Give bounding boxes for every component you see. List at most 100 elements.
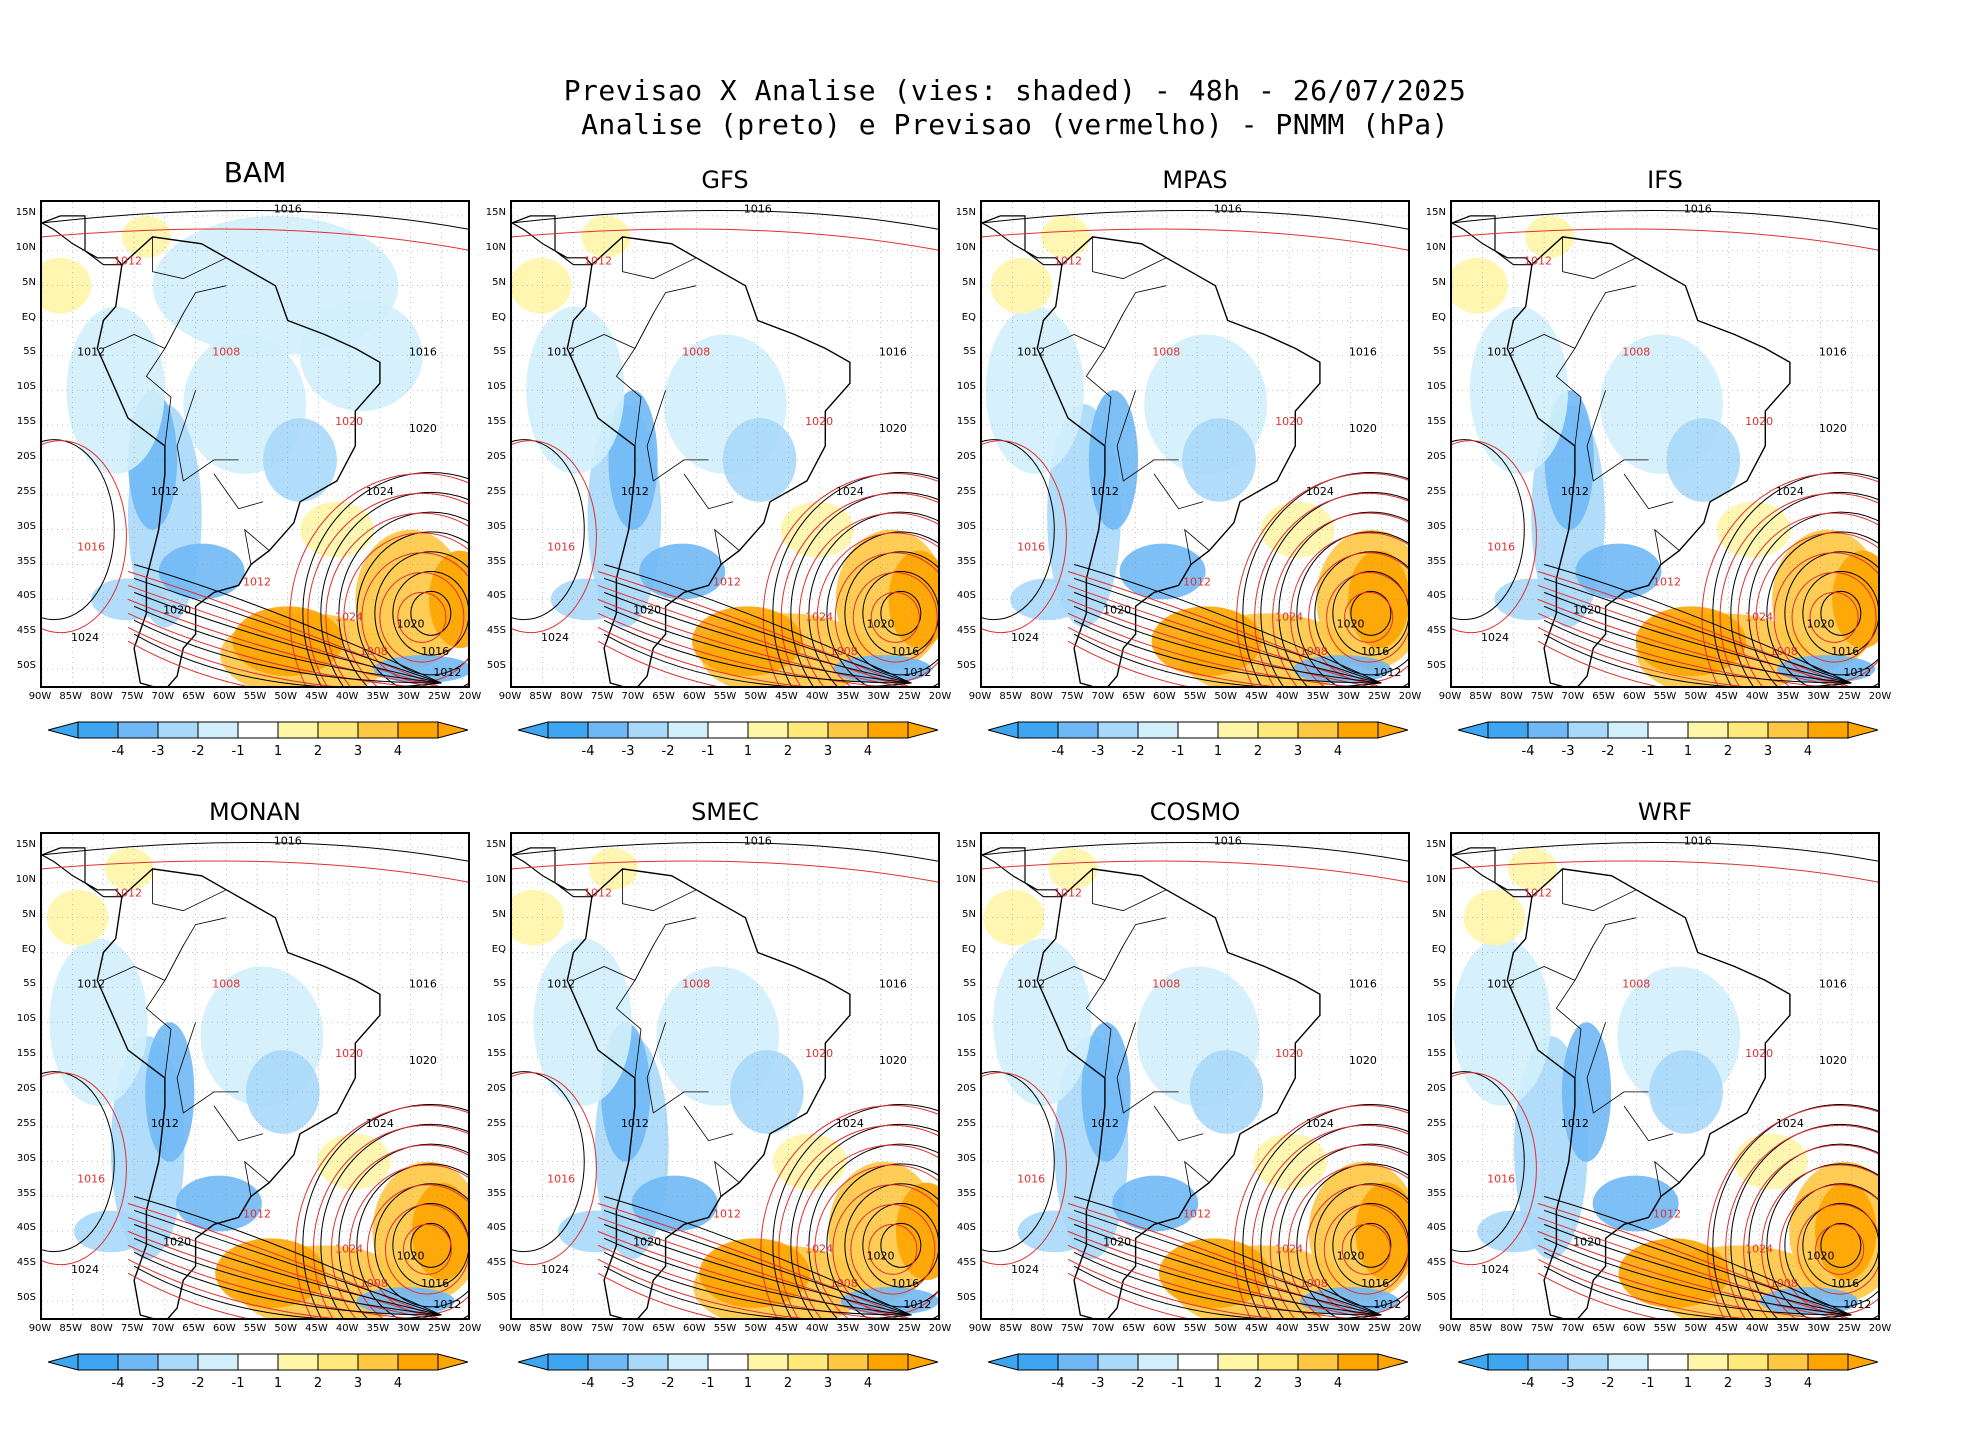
colorbar-tick-label: -2	[1601, 1376, 1615, 1391]
lon-tick-label: 70W	[1091, 691, 1115, 702]
colorbar-tick-label: 2	[1723, 1376, 1733, 1391]
svg-text:1016: 1016	[421, 1277, 449, 1290]
lon-tick-label: 90W	[28, 1323, 52, 1334]
svg-text:1016: 1016	[1017, 1173, 1045, 1186]
lon-tick-label: 30W	[867, 1323, 890, 1334]
svg-text:1012: 1012	[433, 666, 461, 679]
model-panel-mpas: MPAS 1016 1012 1016 1020 1024 1020 1016 1012 1024…	[940, 160, 1422, 800]
lat-tick-label: 45S	[1426, 625, 1446, 637]
lat-tick-label: 40S	[1426, 1222, 1446, 1234]
colorbar-tick-label: 2	[313, 1376, 323, 1391]
svg-text:1016: 1016	[1831, 645, 1859, 658]
colorbar-tick-label: 3	[823, 744, 833, 759]
lat-tick-label: 10N	[485, 241, 506, 253]
lat-tick-label: 35S	[16, 555, 36, 567]
lat-tick-label: 45S	[1426, 1257, 1446, 1269]
lat-tick-label: 5N	[492, 908, 506, 920]
lat-tick-label: 50S	[486, 660, 506, 672]
lat-tick-label: 20S	[486, 1082, 506, 1094]
colorbar-tick-label: 3	[353, 1376, 363, 1391]
lat-tick-label: 15S	[956, 416, 976, 428]
svg-text:1012: 1012	[1054, 887, 1082, 900]
lon-tick-label: 45W	[1715, 691, 1738, 702]
colorbar-tick-label: -3	[1561, 1376, 1575, 1391]
svg-text:1024: 1024	[1306, 1117, 1334, 1130]
lat-tick-label: 10N	[1425, 873, 1446, 885]
svg-text:1020: 1020	[397, 1249, 425, 1262]
colorbar-tick-label: -1	[1171, 1376, 1185, 1391]
lon-tick-label: 20W	[1868, 1323, 1892, 1334]
lat-tick-label: 50S	[1426, 1292, 1446, 1304]
colorbar-tick-label: 1	[1683, 744, 1693, 759]
lat-tick-label: 45S	[486, 1257, 506, 1269]
lat-tick-label: 10S	[16, 381, 36, 393]
colorbar-tick-label: -4	[1051, 1376, 1065, 1391]
svg-text:1012: 1012	[77, 345, 105, 358]
pressure-contour-map: 1016 1012 1016 1020 1024 1020 1016 1012 1024 1012…	[42, 834, 468, 1318]
svg-text:1016: 1016	[891, 1277, 919, 1290]
colorbar-tick-label: 1	[1683, 1376, 1693, 1391]
svg-text:1024: 1024	[1745, 610, 1773, 623]
colorbar: -4 -3 -2 -1 1 2 3 4	[46, 720, 470, 760]
svg-text:1012: 1012	[114, 887, 142, 900]
lat-tick-label: 15S	[1426, 416, 1446, 428]
lon-tick-label: 60W	[212, 1323, 236, 1334]
colorbar-tick-label: 4	[393, 1376, 403, 1391]
lon-tick-label: 55W	[1183, 1323, 1207, 1334]
lon-tick-label: 45W	[1245, 691, 1268, 702]
model-panel-bam: BAM 1016 1012 1016 1020 1024 1020 1016 1012 1024 1…	[0, 156, 482, 800]
lat-tick-label: 40S	[956, 1222, 976, 1234]
pressure-contour-map: 1016 1012 1016 1020 1024 1020 1016 1012 1024 1012…	[42, 202, 468, 686]
colorbar-tick-label: 2	[783, 744, 793, 759]
lat-tick-label: 25S	[16, 485, 36, 497]
colorbar-tick-label: -4	[1521, 1376, 1535, 1391]
colorbar-tick-label: -2	[191, 1376, 205, 1391]
colorbar-tick-label: 4	[1333, 744, 1343, 759]
svg-text:1024: 1024	[541, 1263, 569, 1276]
lat-tick-label: 45S	[956, 1257, 976, 1269]
lat-tick-label: 45S	[486, 625, 506, 637]
panel-title: WRF	[1637, 798, 1693, 826]
model-panel-wrf: WRF 1016 1012 1016 1020 1024 1020 1016 1012 1024 1…	[1410, 792, 1892, 1432]
svg-text:1016: 1016	[77, 1173, 105, 1186]
model-panel-cosmo: COSMO 1016 1012 1016 1020 1024 1020 1016 1012 102…	[940, 792, 1422, 1432]
lon-tick-label: 30W	[1807, 1323, 1830, 1334]
colorbar-tick-label: -4	[1521, 744, 1535, 759]
svg-text:1020: 1020	[163, 1235, 191, 1248]
figure-title: Previsao X Analise (vies: shaded) - 48h …	[0, 74, 1964, 142]
lat-tick-label: 35S	[1426, 1187, 1446, 1199]
lon-tick-label: 45W	[775, 1323, 798, 1334]
lat-tick-label: 15N	[955, 838, 976, 850]
panel-title: MONAN	[209, 798, 301, 826]
lat-tick-label: 5N	[1432, 276, 1446, 288]
svg-text:1008: 1008	[360, 645, 388, 658]
colorbar-tick-label: -3	[1561, 744, 1575, 759]
lon-tick-label: 55W	[1653, 691, 1677, 702]
pressure-contour-map: 1016 1012 1016 1020 1024 1020 1016 1012 1024 1012…	[512, 834, 938, 1318]
svg-text:1012: 1012	[1183, 575, 1211, 588]
colorbar-tick-label: 1	[273, 1376, 283, 1391]
bias-map: 1016 1012 1016 1020 1024 1020 1016 1012 1024 1012…	[980, 200, 1410, 688]
lon-tick-label: 70W	[151, 691, 175, 702]
lon-tick-label: 65W	[1122, 1323, 1145, 1334]
lat-tick-label: 20S	[956, 450, 976, 462]
panel-title: MPAS	[1162, 166, 1228, 194]
colorbar-tick-label: -3	[151, 744, 165, 759]
svg-text:1012: 1012	[151, 1117, 179, 1130]
svg-text:1020: 1020	[1745, 1047, 1773, 1060]
svg-text:1024: 1024	[836, 485, 864, 498]
lat-tick-label: 20S	[16, 1082, 36, 1094]
lat-tick-label: 10S	[486, 381, 506, 393]
lat-tick-label: 50S	[1426, 660, 1446, 672]
colorbar-tick-label: -3	[621, 744, 635, 759]
svg-text:1016: 1016	[1349, 345, 1377, 358]
lat-tick-label: 20S	[1426, 1082, 1446, 1094]
svg-text:1016: 1016	[1684, 202, 1712, 215]
colorbar: -4 -3 -2 -1 1 2 3 4	[1456, 720, 1880, 760]
lon-tick-label: 40W	[1745, 691, 1769, 702]
lat-tick-label: 30S	[16, 1152, 36, 1164]
svg-text:1012: 1012	[1524, 887, 1552, 900]
svg-text:1020: 1020	[409, 1054, 437, 1067]
svg-text:1020: 1020	[335, 415, 363, 428]
svg-text:1024: 1024	[1745, 1242, 1773, 1255]
